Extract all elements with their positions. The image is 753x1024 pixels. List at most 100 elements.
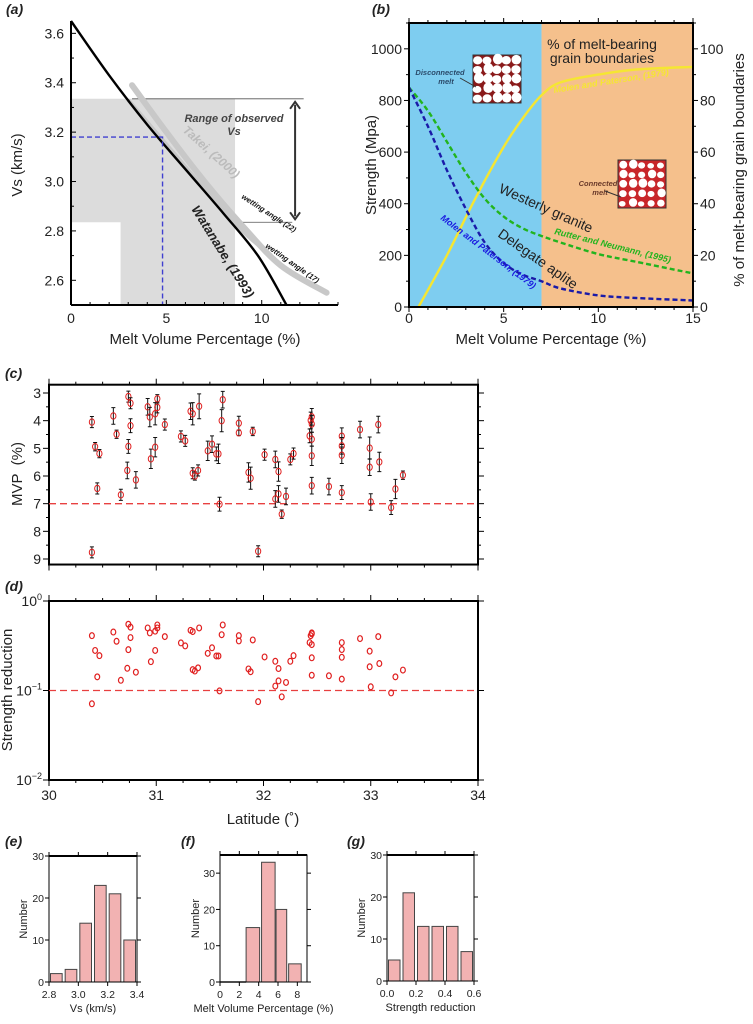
x-tick-label: 0 <box>217 989 223 1001</box>
data-point <box>213 652 220 660</box>
error-bar <box>367 458 372 476</box>
data-point <box>272 455 279 464</box>
y-tick-label: 4 <box>33 413 41 429</box>
data-point <box>125 442 132 451</box>
data-point <box>338 675 345 683</box>
data-point <box>125 392 132 401</box>
panel-c: 3 4 5 6 7 8 9 MVP (%) <box>9 378 484 571</box>
panel-label-c: (c) <box>5 365 22 381</box>
grain <box>657 199 665 207</box>
connected-region <box>541 23 693 307</box>
data-point <box>124 466 131 475</box>
x-tick-label: 0.2 <box>409 988 424 1000</box>
plot-frame <box>408 22 694 308</box>
data-point <box>154 403 161 412</box>
data-point <box>290 449 297 458</box>
grain <box>501 55 511 65</box>
data-point <box>235 429 242 437</box>
data-point <box>110 628 117 636</box>
data-point <box>308 641 315 649</box>
data-point <box>308 654 315 662</box>
data-point <box>117 491 124 499</box>
data-point <box>110 412 117 420</box>
y-tick-label: 3 <box>33 385 41 401</box>
data-point <box>196 402 203 410</box>
grain <box>501 65 511 74</box>
grain <box>502 82 513 93</box>
grain <box>473 56 483 65</box>
x-tick-label: 3.4 <box>130 989 145 1001</box>
y-axis-label: Number <box>190 899 202 938</box>
annotation-range: Range of observed <box>184 113 283 125</box>
data-point <box>92 442 99 451</box>
y-tick-label: 3.4 <box>45 75 65 91</box>
data-point <box>308 452 315 460</box>
histogram-bar <box>79 922 93 983</box>
data-point <box>152 443 159 451</box>
x-tick-label: 3.2 <box>100 989 115 1001</box>
grain <box>511 92 522 103</box>
data-point <box>261 653 268 661</box>
x-tick-label: 3.0 <box>71 989 86 1001</box>
data-point <box>88 548 96 557</box>
data-point <box>147 455 154 463</box>
melt-bearing-label-2: grain boundaries <box>550 50 654 66</box>
histogram-bar <box>431 925 444 982</box>
data-point <box>132 668 139 676</box>
y-tick-label: 30 <box>203 868 215 880</box>
x-tick-label: 15 <box>685 310 701 326</box>
data-point <box>278 510 285 518</box>
y-tick-label: 8 <box>33 523 41 539</box>
data-point <box>218 631 225 639</box>
data-point <box>376 458 383 466</box>
shaded-range <box>71 98 236 305</box>
data-point <box>375 420 382 429</box>
x-tick-label: 2.8 <box>42 989 57 1001</box>
grain <box>619 169 628 179</box>
data-point <box>255 547 262 555</box>
y-tick-label: 20 <box>370 892 382 904</box>
data-point <box>161 633 168 641</box>
y-tick-base: 10 <box>16 772 32 788</box>
grain <box>472 66 483 74</box>
data-point <box>127 634 134 642</box>
data-point <box>399 471 407 479</box>
data-point <box>152 646 159 654</box>
data-point <box>261 450 268 459</box>
y-tick-label: 30 <box>32 851 44 863</box>
data-point <box>189 410 196 418</box>
histogram-bar <box>275 908 288 983</box>
data-point <box>325 672 332 680</box>
error-bar <box>358 420 363 439</box>
data-point <box>219 395 226 404</box>
data-point <box>208 440 216 448</box>
data-point <box>247 668 254 676</box>
panel-label-b: (b) <box>372 1 390 17</box>
histogram-bar <box>446 925 459 982</box>
data-point <box>154 621 161 629</box>
grain <box>511 65 521 74</box>
x-tick-label: 0 <box>67 310 75 326</box>
error-bar <box>339 485 344 501</box>
y-axis-label: Vs (km/s) <box>9 133 26 196</box>
data-point <box>127 623 134 631</box>
histogram-bar <box>50 973 63 983</box>
data-point <box>272 682 279 690</box>
data-point <box>147 658 154 666</box>
y-tick-base: 10 <box>21 593 37 609</box>
error-bar <box>111 407 116 425</box>
data-point <box>249 427 256 436</box>
grain <box>511 73 522 84</box>
grain <box>628 178 638 188</box>
data-point <box>392 673 399 681</box>
data-point <box>88 418 96 426</box>
data-point <box>282 492 290 501</box>
error-bar <box>309 445 314 466</box>
error-bar <box>128 418 133 434</box>
grain <box>628 198 638 207</box>
data-point <box>338 488 345 497</box>
grain <box>482 94 492 103</box>
x-tick-label: 8 <box>294 989 300 1001</box>
data-point <box>338 653 345 661</box>
y-tick-exponent: −2 <box>32 771 42 781</box>
